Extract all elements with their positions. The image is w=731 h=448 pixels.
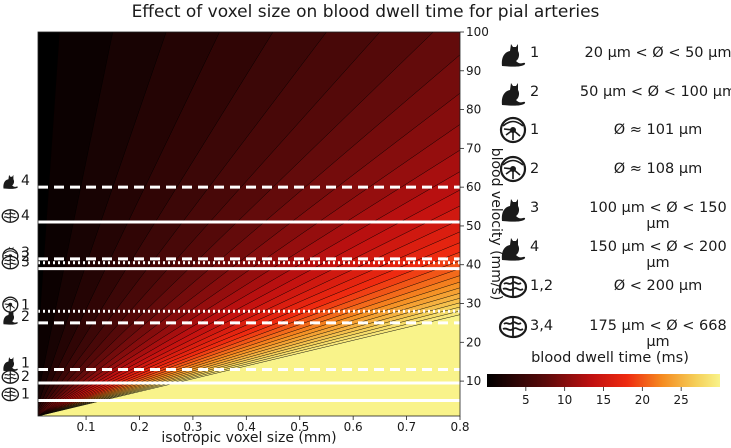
human-brain-icon [1, 387, 20, 402]
x-tick-label: 0.6 [344, 420, 363, 434]
human-eye-icon [2, 296, 19, 313]
colorbar-tick-label: 10 [557, 393, 572, 407]
y-axis-ticks: 10 20 30 40 50 60 70 80 90 100 [460, 25, 489, 388]
y-tick-label: 40 [466, 258, 481, 272]
legend-item-index: 1 [530, 122, 540, 138]
cat-icon [3, 174, 18, 189]
legend-item-index: 4 [530, 239, 540, 255]
chart-title: Effect of voxel size on blood dwell time… [131, 2, 600, 22]
x-tick-label: 0.5 [290, 420, 309, 434]
legend-item-range: 175 µm < Ø < 668 µm [589, 318, 727, 350]
x-tick-label: 0.3 [183, 420, 202, 434]
reference-line-label: 1 [21, 386, 30, 402]
colorbar-tick-label: 20 [635, 393, 650, 407]
cat-icon [501, 238, 526, 261]
reference-line-label: 2 [21, 369, 30, 385]
human-eye-icon [499, 116, 527, 144]
y-tick-label: 10 [466, 374, 481, 388]
y-tick-label: 50 [466, 219, 481, 233]
plot-frame [37, 31, 461, 417]
y-tick-label: 90 [466, 64, 481, 78]
colorbar-label: blood dwell time (ms) [531, 350, 689, 366]
legend-item-index: 3 [530, 200, 540, 216]
legend-item: 3,4 175 µm < Ø < 668 µm [498, 311, 731, 350]
legend-item-range: 20 µm < Ø < 50 µm [584, 45, 731, 61]
x-tick-label: 0.4 [237, 420, 256, 434]
legend-item-range: 100 µm < Ø < 150 µm [589, 200, 727, 232]
human-brain-icon [1, 255, 20, 270]
x-tick-label: 0.2 [130, 420, 149, 434]
legend-item-range: 50 µm < Ø < 100 µm [579, 84, 731, 100]
human-brain-icon [498, 315, 528, 339]
legend-item-range: Ø < 200 µm [613, 278, 703, 294]
x-tick-label: 0.8 [450, 420, 469, 434]
heatmap-contour-band [38, 32, 114, 395]
legend-item: 1,2 Ø < 200 µm [498, 271, 731, 303]
legend-item: 1 Ø ≈ 101 µm [498, 115, 731, 147]
legend-item-range: Ø ≈ 101 µm [613, 122, 703, 138]
legend-item-index: 3,4 [530, 318, 554, 334]
reference-line-label: 3 [21, 255, 30, 271]
legend-item: 1 20 µm < Ø < 50 µm [498, 38, 731, 70]
legend-item: 2 Ø ≈ 108 µm [498, 154, 731, 186]
human-eye-icon [499, 116, 527, 144]
colorbar-ticks: 5 10 15 20 25 [522, 387, 689, 407]
reference-line-label: 4 [21, 173, 30, 189]
x-axis-label: isotropic voxel size (mm) [161, 430, 336, 446]
colorbar-tick-label: 5 [522, 393, 530, 407]
legend-item-range: 150 µm < Ø < 200 µm [589, 239, 727, 271]
y-tick-label: 80 [466, 103, 481, 117]
cat-icon [501, 44, 526, 67]
colorbar-tick-label: 25 [674, 393, 689, 407]
reference-line-label: 1 [21, 297, 30, 313]
cat-icon [501, 83, 526, 106]
cat-icon [501, 238, 526, 261]
legend-item-index: 2 [530, 161, 540, 177]
human-brain-icon [498, 275, 528, 299]
colorbar [487, 374, 720, 387]
y-axis-label: blood velocity (mm/s) [488, 148, 504, 301]
legend-item-range: Ø ≈ 108 µm [613, 161, 703, 177]
legend-item: 2 50 µm < Ø < 100 µm [498, 77, 731, 109]
heatmap-contour-band [38, 32, 60, 343]
reference-line-label: 3 [21, 245, 30, 261]
x-axis-ticks: 0.1 0.2 0.3 0.4 0.5 0.6 0.7 0.8 [77, 416, 470, 434]
y-tick-label: 60 [466, 180, 481, 194]
human-brain-icon [1, 370, 20, 384]
human-eye-icon [499, 155, 527, 183]
y-tick-label: 100 [466, 25, 489, 39]
reference-line-label: 2 [21, 309, 30, 325]
y-tick-label: 30 [466, 297, 481, 311]
cat-icon [3, 357, 18, 372]
legend-item-index: 1,2 [530, 278, 554, 294]
human-eye-icon [499, 155, 527, 183]
y-tick-label: 70 [466, 141, 481, 155]
human-brain-icon [498, 275, 528, 299]
colorbar-tick-label: 15 [596, 393, 611, 407]
legend-item: 3 100 µm < Ø < 150 µm [498, 193, 731, 232]
cat-icon [3, 310, 18, 325]
legend-item-index: 2 [530, 84, 540, 100]
reference-line-label: 4 [21, 208, 30, 224]
human-brain-icon [1, 209, 20, 223]
x-tick-label: 0.7 [397, 420, 416, 434]
cat-icon [501, 83, 526, 106]
x-tick-label: 0.1 [77, 420, 96, 434]
reference-line-label: 2 [21, 249, 30, 265]
cat-icon [501, 199, 526, 222]
cat-icon [501, 199, 526, 222]
legend-item-index: 1 [530, 45, 540, 61]
cat-icon [501, 44, 526, 67]
y-tick-label: 20 [466, 335, 481, 349]
legend-item: 4 150 µm < Ø < 200 µm [498, 232, 731, 271]
reference-lines [38, 185, 460, 402]
human-brain-icon [498, 315, 528, 339]
reference-line-label: 1 [21, 355, 30, 371]
heatmap-area [38, 32, 460, 416]
